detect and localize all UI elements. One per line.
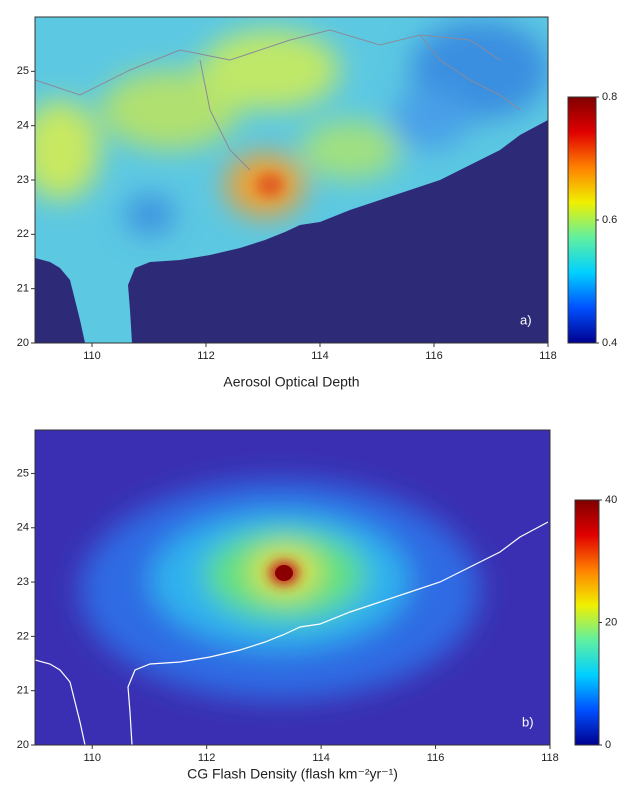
panel-label: b) (522, 714, 534, 729)
aod-map (35, 17, 548, 343)
x-tick-label: 110 (83, 350, 101, 362)
y-tick-label: 20 (17, 337, 29, 349)
y-tick-label: 25 (17, 65, 29, 77)
colorbar-tick-label: 40 (605, 494, 617, 506)
x-tick-label: 112 (198, 752, 216, 764)
colorbar-tick-label: 20 (605, 616, 617, 628)
y-tick-label: 25 (17, 467, 29, 479)
colorbar-tick-label: 0 (605, 739, 611, 751)
x-tick-label: 110 (83, 752, 101, 764)
x-tick-label: 116 (425, 350, 443, 362)
colorbar (567, 96, 597, 344)
y-tick-label: 20 (17, 739, 29, 751)
y-tick-label: 24 (17, 522, 29, 534)
colorbar (574, 499, 600, 746)
x-tick-label: 114 (312, 752, 330, 764)
flash-map (35, 430, 550, 745)
y-tick-label: 21 (17, 685, 29, 697)
colorbar-tick-label: 0.8 (602, 91, 617, 103)
panel-label: a) (520, 312, 532, 327)
x-axis-label: CG Flash Density (flash km⁻²yr⁻¹) (187, 766, 398, 782)
x-tick-label: 118 (539, 350, 557, 362)
x-axis-label: Aerosol Optical Depth (223, 374, 359, 390)
y-tick-label: 21 (17, 283, 29, 295)
x-tick-label: 116 (427, 752, 445, 764)
plot-frame (34, 429, 551, 746)
y-tick-label: 22 (17, 630, 29, 642)
colorbar-tick-label: 0.6 (602, 214, 617, 226)
y-tick-label: 23 (17, 576, 29, 588)
x-tick-label: 112 (197, 350, 215, 362)
x-tick-label: 114 (311, 350, 329, 362)
y-tick-label: 24 (17, 120, 29, 132)
y-tick-label: 22 (17, 228, 29, 240)
y-tick-label: 23 (17, 174, 29, 186)
colorbar-tick-label: 0.4 (602, 337, 617, 349)
x-tick-label: 118 (541, 752, 559, 764)
